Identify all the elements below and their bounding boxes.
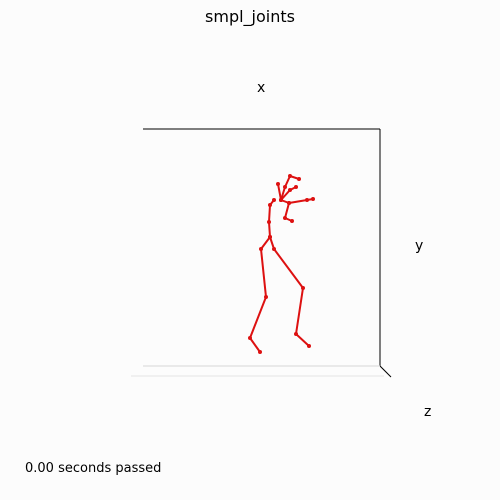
joint-point-0-7 — [294, 332, 298, 336]
joint-point-0-3 — [259, 247, 263, 251]
joint-point-3-3 — [297, 177, 301, 181]
skeleton-chain-1 — [268, 199, 275, 238]
joint-point-1-3 — [272, 198, 276, 202]
joint-point-4-0 — [279, 198, 283, 202]
elapsed-time-text: 0.00 seconds passed — [25, 461, 162, 476]
joint-point-3-2 — [288, 174, 292, 178]
joint-point-4-2 — [305, 198, 309, 202]
joint-point-0-8 — [307, 344, 311, 348]
joint-point-2-0 — [276, 182, 280, 186]
skeleton-chain-0 — [249, 236, 310, 353]
joint-point-1-2 — [268, 203, 272, 207]
joint-point-1-1 — [267, 220, 271, 224]
skeleton-chain-3 — [280, 175, 300, 201]
joint-point-1-0 — [268, 235, 272, 239]
skeleton-series — [248, 174, 315, 354]
chart-title: smpl_joints — [205, 7, 295, 26]
joint-point-5-2 — [290, 219, 294, 223]
y-axis-label: y — [415, 238, 424, 254]
axis-z-edge — [379, 365, 392, 378]
skeleton-chain-2 — [277, 183, 297, 201]
joint-point-0-6 — [301, 286, 305, 290]
x-axis-label: x — [257, 80, 266, 96]
skeleton-chain-4 — [280, 198, 314, 204]
joint-point-0-2 — [264, 295, 268, 299]
joint-point-2-2 — [288, 188, 292, 192]
joint-point-0-0 — [258, 350, 262, 354]
joint-point-0-1 — [248, 336, 252, 340]
joint-point-5-1 — [283, 216, 287, 220]
joint-point-3-1 — [283, 185, 287, 189]
joint-point-2-3 — [294, 185, 298, 189]
joint-point-4-3 — [311, 197, 315, 201]
joint-point-5-0 — [287, 201, 291, 205]
z-axis-label: z — [424, 404, 432, 420]
joint-point-0-5 — [272, 247, 276, 251]
